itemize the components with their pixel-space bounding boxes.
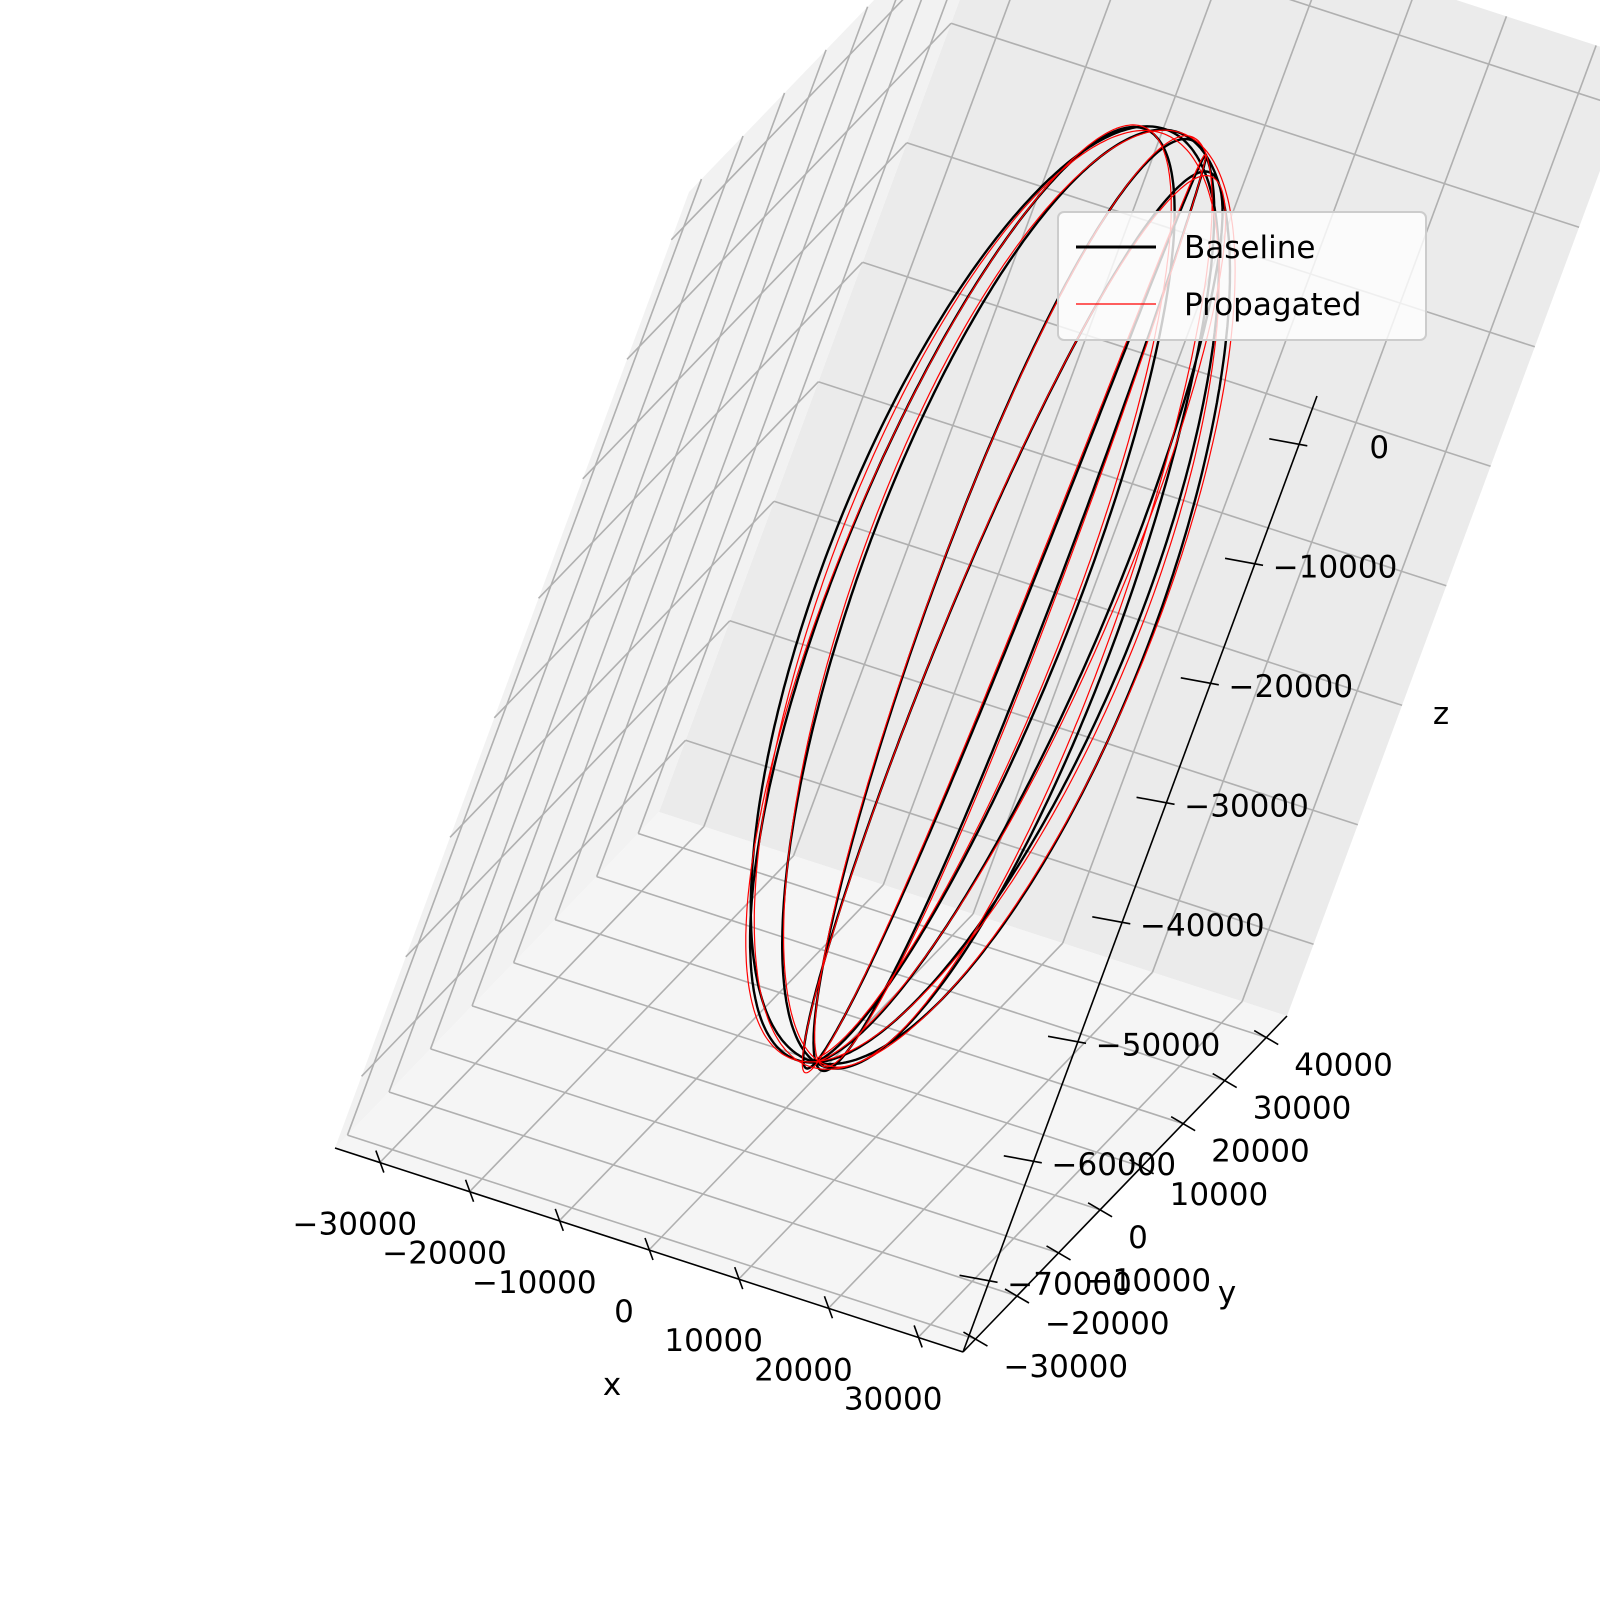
gridline-y-side xyxy=(637,0,948,834)
y-tick-label: −20000 xyxy=(1045,1306,1170,1342)
x-tick-label: −10000 xyxy=(472,1265,597,1301)
gridline-z-back xyxy=(1288,0,1600,102)
x-tick-mark xyxy=(644,1237,654,1261)
y-tick-label: −30000 xyxy=(1003,1349,1128,1385)
gridline-y-side xyxy=(512,6,869,964)
y-tick-mark xyxy=(1170,1116,1196,1132)
y-tick-mark xyxy=(1212,1072,1238,1089)
x-tick-mark xyxy=(464,1179,475,1202)
x-tick-label: 20000 xyxy=(754,1352,853,1388)
y-tick-mark xyxy=(1004,1288,1030,1304)
y-tick-label: 40000 xyxy=(1294,1048,1393,1084)
y-tick-mark xyxy=(963,1331,988,1347)
z-tick-mark xyxy=(1003,1155,1042,1164)
gridline-x-back xyxy=(972,0,1313,915)
y-tick-label: 10000 xyxy=(1170,1177,1269,1213)
y-tick-label: 20000 xyxy=(1211,1134,1310,1170)
z-tick-mark xyxy=(959,1274,998,1284)
z-tick-mark xyxy=(1224,557,1264,567)
z-tick-label: −40000 xyxy=(1140,908,1265,944)
gridline-x-back xyxy=(703,0,1011,827)
gridline-z-side xyxy=(582,142,908,480)
gridline-z-side xyxy=(449,500,775,838)
y-tick-mark xyxy=(1087,1202,1113,1218)
z-tick-mark xyxy=(1136,796,1175,806)
gridline-y-floor xyxy=(637,832,1267,1039)
tick-labels: −30000−20000−100000100002000030000−30000… xyxy=(293,430,1398,1418)
y-tick-mark xyxy=(1129,1159,1155,1175)
z-tick-label: −50000 xyxy=(1096,1027,1221,1063)
gridline-z-side xyxy=(493,381,819,719)
gridline-y-floor xyxy=(554,918,1184,1125)
z-tick-label: −70000 xyxy=(1007,1266,1132,1302)
x-tick-mark xyxy=(375,1150,385,1173)
z-tick-mark xyxy=(1180,677,1219,686)
axes-panes xyxy=(335,0,1600,1352)
series-propagated-line xyxy=(745,124,1236,1074)
gridline-x-back xyxy=(792,0,1112,856)
gridline-z-back xyxy=(729,620,1359,826)
gridline-y-floor xyxy=(347,1134,976,1340)
gridline-z-side xyxy=(626,22,952,360)
legend-frame xyxy=(1057,211,1427,341)
z-tick-label: −30000 xyxy=(1184,788,1309,824)
z-axis-line xyxy=(962,395,1318,1353)
x-tick-label: −20000 xyxy=(382,1236,507,1272)
gridline-y-side xyxy=(471,49,827,1007)
z-tick-label: −10000 xyxy=(1273,549,1398,585)
gridline-x-back xyxy=(882,0,1212,886)
gridline-y-side xyxy=(595,0,923,877)
side-pane xyxy=(335,0,960,1148)
x-tick-label: 10000 xyxy=(664,1323,763,1359)
x-tick-label: −30000 xyxy=(293,1207,418,1243)
z-tick-mark xyxy=(1269,438,1308,447)
y-tick-mark xyxy=(1253,1029,1279,1046)
y-tick-mark xyxy=(1046,1245,1071,1261)
legend-label-propagated: Propagated xyxy=(1184,287,1361,323)
y-tick-label: 30000 xyxy=(1253,1091,1352,1127)
z-axis-label: z xyxy=(1433,696,1449,732)
gridline-y-floor xyxy=(430,1048,1059,1254)
x-axis-label: x xyxy=(603,1367,621,1403)
axis-lines xyxy=(334,395,1318,1353)
z-tick-mark xyxy=(1092,916,1131,925)
z-tick-label: −60000 xyxy=(1052,1147,1177,1183)
x-tick-mark xyxy=(913,1325,923,1348)
x-tick-mark xyxy=(733,1266,744,1290)
gridline-y-floor xyxy=(471,1005,1101,1211)
gridline-z-back xyxy=(685,739,1314,946)
y-axis-label: y xyxy=(1218,1275,1236,1311)
gridline-y-side xyxy=(554,0,897,920)
gridline-z-side xyxy=(405,620,731,958)
x-tick-label: 0 xyxy=(614,1294,634,1330)
legend-label-baseline: Baseline xyxy=(1184,230,1315,266)
gridline-y-side xyxy=(429,92,786,1050)
x-tick-mark xyxy=(823,1296,834,1319)
axis-titles: x y z xyxy=(603,696,1449,1403)
gridline-z-back xyxy=(950,22,1580,229)
gridline-y-side xyxy=(388,135,744,1093)
z-tick-mark xyxy=(1047,1035,1087,1045)
gridline-x-back xyxy=(1151,16,1508,973)
x-tick-mark xyxy=(554,1208,565,1232)
gridline-x-back xyxy=(1241,45,1597,1002)
y-tick-label: −10000 xyxy=(1087,1263,1212,1299)
gridline-z-back xyxy=(773,500,1403,707)
z-tick-label: 0 xyxy=(1369,430,1389,466)
gridline-z-side xyxy=(670,0,904,241)
grid-lines xyxy=(346,0,1600,1340)
y-tick-label: 0 xyxy=(1128,1220,1148,1256)
gridline-x-back xyxy=(1061,0,1413,944)
x-tick-label: 30000 xyxy=(844,1381,943,1417)
gridline-z-side xyxy=(537,261,864,599)
z-tick-label: −20000 xyxy=(1229,669,1354,705)
series-layer xyxy=(745,124,1236,1074)
gridline-y-floor xyxy=(388,1091,1018,1297)
gridline-z-side xyxy=(360,739,687,1077)
gridline-y-side xyxy=(346,178,703,1136)
legend: Baseline Propagated xyxy=(1057,211,1427,341)
